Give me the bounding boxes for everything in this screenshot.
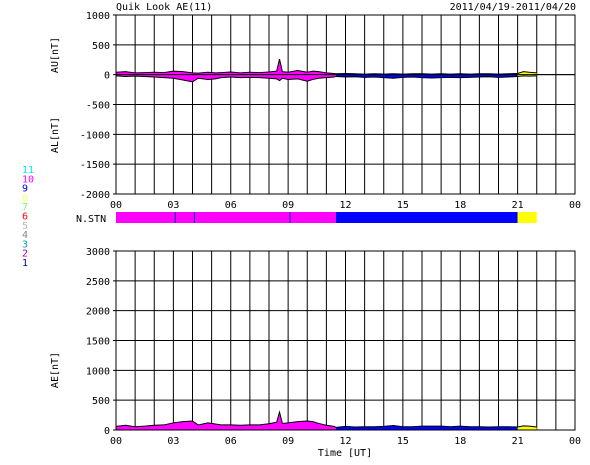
y-tick-label: 1000 (86, 366, 110, 377)
al-line-segment (335, 75, 518, 79)
y-tick-label: 500 (92, 41, 110, 52)
y-tick-label: 3000 (86, 247, 110, 258)
au-area-segment (116, 59, 336, 75)
y-tick-label: 2500 (86, 277, 110, 288)
station-bar-segment (116, 212, 336, 223)
x-tick-label: 12 (339, 436, 351, 447)
ae-line-segment (115, 410, 337, 428)
date-range: 2011/04/19-2011/04/20 (450, 2, 576, 13)
station-legend-item: 9 (22, 184, 28, 195)
station-legend-item: 1 (22, 258, 28, 269)
au-line-segment (517, 71, 537, 74)
x-tick-label: 00 (110, 200, 122, 211)
station-legend-item: 7 (22, 202, 28, 213)
x-tick-label: 18 (454, 200, 466, 211)
station-legend-item: 10 (22, 174, 34, 185)
ae-line-segment (335, 425, 518, 428)
plot-frame (115, 250, 576, 431)
ae-line-segment (517, 425, 537, 428)
station-legend-item: 11 (22, 165, 34, 176)
au-line-segment (115, 59, 337, 75)
y-tick-label: -1000 (80, 130, 110, 141)
x-tick-label: 15 (397, 436, 409, 447)
chart-title: Quik Look AE(11) (116, 2, 212, 13)
x-tick-label: 03 (167, 436, 179, 447)
station-bar-segment (335, 212, 518, 223)
y-tick-label: 1000 (86, 11, 110, 22)
x-tick-label: 09 (282, 436, 294, 447)
al-axis-label: AL[nT] (50, 117, 61, 153)
al-line-segment (517, 75, 537, 77)
ae-axis-label: AE[nT] (50, 352, 61, 388)
station-legend-item: 5 (22, 221, 28, 232)
x-tick-label: 03 (167, 200, 179, 211)
au-line-segment (335, 72, 518, 75)
station-legend-item: 8 (22, 193, 28, 204)
x-tick-label: 00 (569, 200, 581, 211)
y-tick-label: -1500 (80, 160, 110, 171)
station-legend-item: 3 (22, 239, 28, 250)
station-legend-item: 2 (22, 249, 28, 260)
plot-frame (115, 14, 576, 195)
x-tick-label: 09 (282, 200, 294, 211)
x-tick-label: 21 (512, 436, 524, 447)
station-bar-label: N.STN (76, 214, 106, 225)
station-legend-item: 4 (22, 230, 28, 241)
y-tick-label: -500 (86, 101, 110, 112)
al-area-segment (116, 74, 336, 82)
y-tick-label: 0 (104, 426, 110, 437)
x-tick-label: 12 (339, 200, 351, 211)
au-axis-label: AU[nT] (50, 37, 61, 73)
x-tick-label: 21 (512, 200, 524, 211)
x-tick-label: 00 (569, 436, 581, 447)
y-tick-label: -2000 (80, 190, 110, 201)
y-tick-label: 2000 (86, 307, 110, 318)
x-tick-label: 06 (225, 436, 237, 447)
x-tick-label: 18 (454, 436, 466, 447)
station-bar-segment (517, 212, 537, 223)
y-tick-label: 1500 (86, 337, 110, 348)
x-tick-label: 15 (397, 200, 409, 211)
ae-area-segment (116, 412, 336, 430)
x-tick-label: 06 (225, 200, 237, 211)
al-line-segment (115, 75, 337, 83)
y-tick-label: 500 (92, 396, 110, 407)
x-axis-label: Time [UT] (318, 448, 372, 459)
station-legend-item: 6 (22, 212, 28, 223)
station-bar (116, 212, 537, 223)
x-tick-label: 00 (110, 436, 122, 447)
y-tick-label: 0 (104, 71, 110, 82)
